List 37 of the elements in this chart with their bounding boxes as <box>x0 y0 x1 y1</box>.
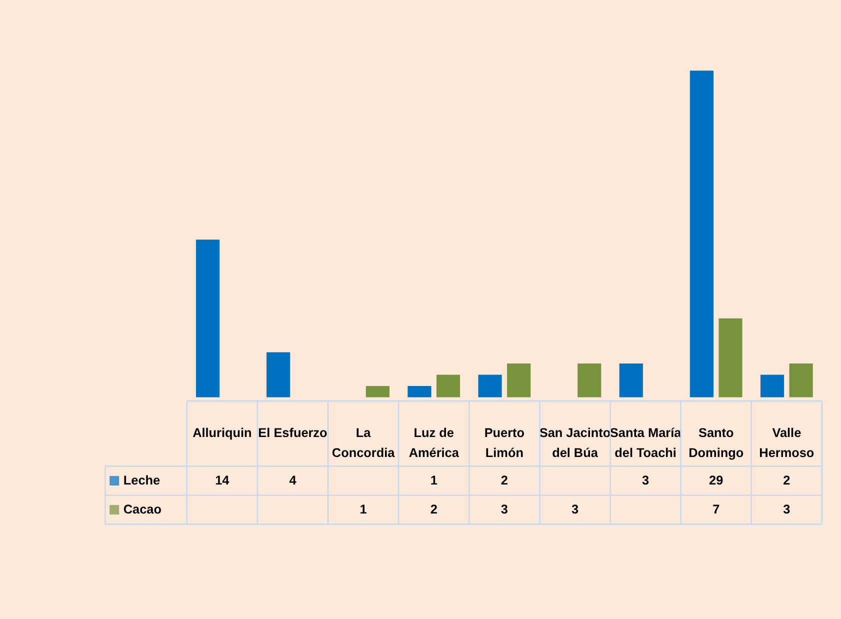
data-label: 14 <box>215 473 230 488</box>
bar <box>507 363 531 398</box>
x-tick-label: San Jacinto del Búa <box>539 426 611 460</box>
bar <box>408 386 432 398</box>
x-tick-label: Santa María del Toachi <box>610 426 682 460</box>
data-label: 1 <box>430 473 438 488</box>
legend-label: Cacao <box>123 502 162 516</box>
data-label: 1 <box>360 502 367 516</box>
bar <box>366 386 390 398</box>
bar <box>789 363 813 398</box>
bar <box>266 352 290 398</box>
data-label: 29 <box>709 473 724 488</box>
bar <box>196 240 220 398</box>
data-label: 3 <box>571 502 579 516</box>
bar <box>619 363 643 398</box>
bar <box>718 318 742 398</box>
bar <box>578 363 602 398</box>
x-tick-label: La Concordia <box>332 426 396 460</box>
data-label: 3 <box>783 502 790 516</box>
x-tick-label: Alluriquin <box>192 426 252 440</box>
data-label: 2 <box>783 473 790 488</box>
x-tick-label: El Esfuerzo <box>258 426 328 440</box>
bar <box>760 374 784 398</box>
bar <box>690 70 714 398</box>
data-label: 2 <box>500 473 508 488</box>
data-label: 2 <box>430 502 438 516</box>
data-label: 3 <box>500 502 508 516</box>
x-tick-label: Luz de América <box>408 426 460 460</box>
data-label: 4 <box>289 473 296 488</box>
data-label: 3 <box>642 473 650 488</box>
data-label: 7 <box>712 502 720 516</box>
x-tick-label: Santo Domingo <box>688 426 744 460</box>
x-tick-label: Valle Hermoso <box>759 426 814 460</box>
bar <box>478 374 502 398</box>
legend-label: Leche <box>123 473 160 488</box>
bar <box>436 374 460 398</box>
x-tick-label: Puerto Limón <box>484 426 525 460</box>
